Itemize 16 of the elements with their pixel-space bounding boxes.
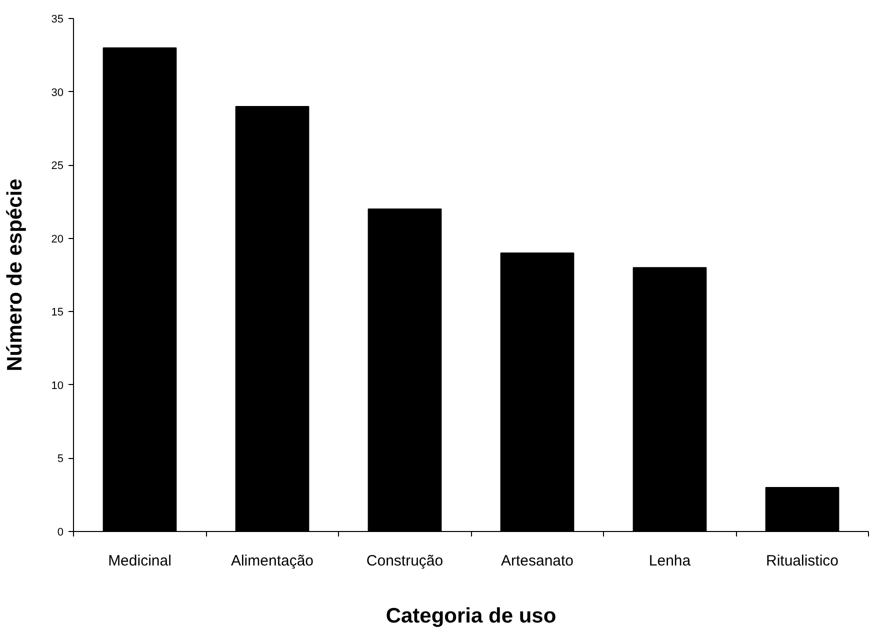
x-tick-label: Alimentação: [230, 552, 314, 570]
y-tick-label: 10: [51, 380, 64, 392]
x-tick-label: Ritualistico: [766, 552, 839, 570]
x-axis-title: Categoria de uso: [386, 604, 556, 628]
y-tick-label: 0: [57, 526, 64, 538]
y-tick-label: 5: [57, 453, 64, 466]
y-axis-title: Número de espécie: [3, 178, 26, 372]
y-tick-label: 30: [51, 86, 64, 99]
y-tick-label: 15: [51, 306, 64, 319]
x-tick-label: Lenha: [648, 552, 692, 570]
y-tick-label: 20: [51, 233, 64, 246]
x-tick-label: Artesanato: [500, 552, 574, 570]
x-tick-label: Medicinal: [108, 552, 172, 570]
y-tick-label: 25: [51, 160, 64, 172]
y-tick-label: 35: [51, 14, 64, 26]
x-tick-label: Construção: [366, 552, 444, 570]
